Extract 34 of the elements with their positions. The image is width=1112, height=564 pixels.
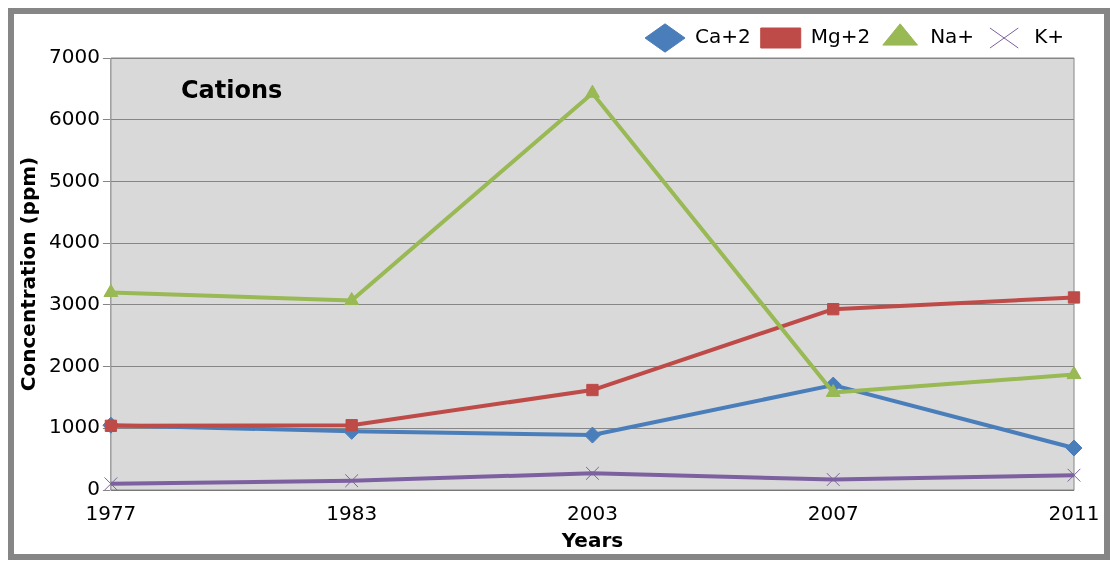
legend-label: K+ <box>1034 24 1064 49</box>
point <box>827 303 840 316</box>
x-tick-label: 1977 <box>85 501 137 526</box>
y-tick-label: 3000 <box>48 291 100 316</box>
legend-label: Ca+2 <box>695 24 751 49</box>
point <box>826 472 841 487</box>
y-tick-label: 6000 <box>48 105 100 130</box>
y-tick-label: 0 <box>87 476 100 501</box>
x-tick-label: 2003 <box>567 501 618 526</box>
point <box>1065 439 1083 457</box>
y-tick-label: 5000 <box>48 167 100 192</box>
x-tick-label: 2007 <box>807 501 859 526</box>
point <box>586 383 599 397</box>
legend-label: Mg+2 <box>810 24 871 49</box>
y-tick-label: 4000 <box>48 229 100 254</box>
x-axis-title: Years <box>560 528 624 553</box>
point <box>103 284 119 298</box>
point <box>344 473 359 488</box>
y-tick-label: 7000 <box>48 44 100 69</box>
y-axis-title: Concentration (ppm) <box>16 156 41 392</box>
y-tick-label: 2000 <box>48 352 100 377</box>
point <box>1067 468 1081 483</box>
point <box>583 426 601 444</box>
x-tick-label: 1983 <box>326 501 378 526</box>
point <box>585 84 600 98</box>
legend-label: Na+ <box>930 24 975 49</box>
point <box>1066 366 1082 380</box>
annotation: Cations <box>180 76 283 105</box>
point <box>344 292 360 306</box>
y-tick-label: 1000 <box>48 414 100 439</box>
x-tick-label: 2011 <box>1048 501 1100 526</box>
point <box>585 466 600 481</box>
point <box>345 419 358 432</box>
point <box>1067 291 1081 304</box>
